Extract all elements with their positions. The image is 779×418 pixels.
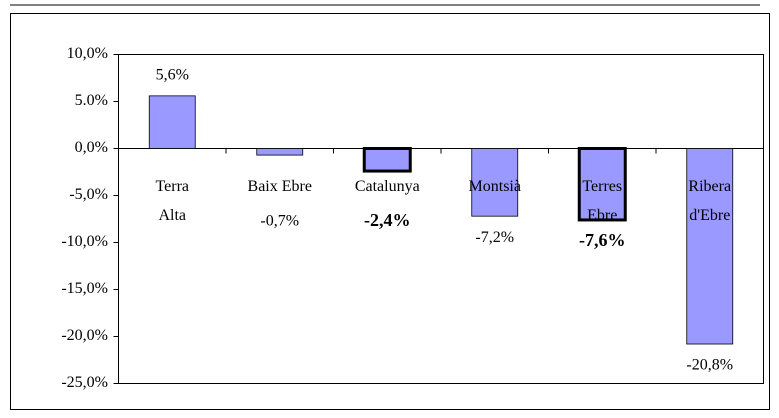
x-tick-label: Terra Alta bbox=[155, 177, 189, 224]
y-tick-label: -5,0% bbox=[69, 186, 108, 203]
y-tick-label: 10,0% bbox=[67, 45, 108, 62]
value-label: -7,2% bbox=[475, 229, 514, 246]
bar bbox=[686, 148, 734, 345]
bar bbox=[577, 147, 627, 222]
value-label: -7,6% bbox=[579, 230, 626, 250]
value-label: -0,7% bbox=[260, 213, 299, 230]
bar bbox=[148, 95, 196, 149]
bar bbox=[471, 148, 519, 217]
value-label: -2,4% bbox=[364, 210, 411, 230]
x-tick-label: Catalunya bbox=[354, 177, 420, 195]
x-tick-label: Terres Ebre bbox=[582, 177, 623, 224]
y-tick-label: 5.0% bbox=[75, 92, 108, 109]
y-tick-label: -10,0% bbox=[61, 233, 108, 250]
value-label: 5,6% bbox=[156, 67, 189, 84]
frame bbox=[10, 13, 770, 410]
y-tick-label: -15,0% bbox=[61, 280, 108, 297]
bar bbox=[256, 148, 304, 156]
x-tick-label: Baix Ebre bbox=[247, 177, 312, 195]
plot-area bbox=[118, 54, 764, 384]
bar bbox=[362, 147, 412, 173]
x-tick-label: Montsià bbox=[468, 177, 521, 195]
value-label: -20,8% bbox=[686, 357, 733, 374]
x-tick-label: Ribera d'Ebre bbox=[688, 177, 732, 224]
y-tick-label: 0,0% bbox=[75, 139, 108, 156]
y-tick-label: -25,0% bbox=[61, 374, 108, 391]
y-tick-label: -20,0% bbox=[61, 327, 108, 344]
